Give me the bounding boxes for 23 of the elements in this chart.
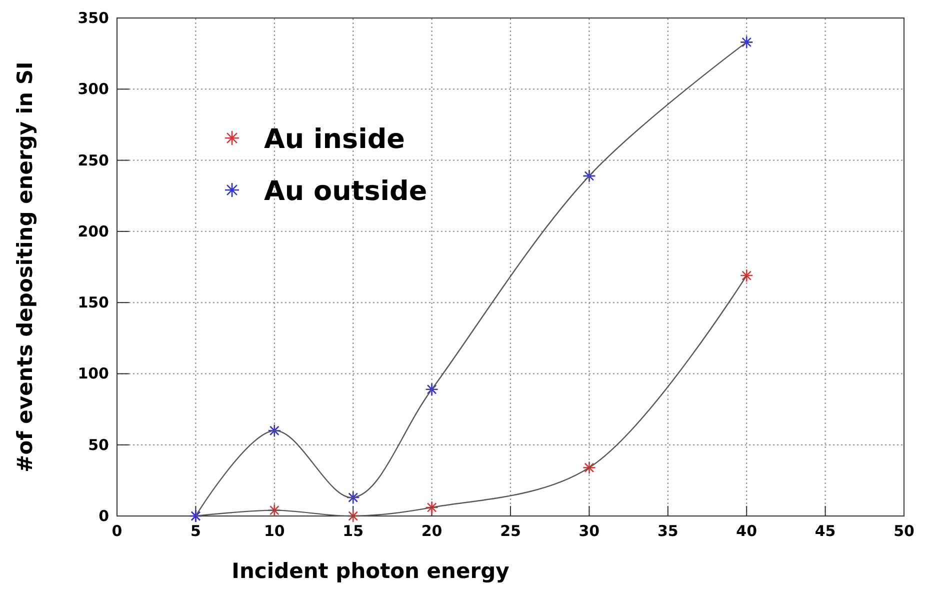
y-tick-label: 150: [78, 294, 109, 312]
x-tick-label: 25: [500, 522, 521, 540]
x-tick-label: 50: [894, 522, 914, 540]
y-tick-label: 100: [78, 364, 109, 383]
y-tick-label: 200: [78, 222, 109, 240]
x-tick-label: 40: [736, 522, 758, 540]
x-tick-label: 10: [264, 522, 285, 540]
x-tick-label: 35: [657, 522, 678, 540]
x-tick-label: 5: [190, 522, 201, 540]
x-tick-label: 15: [342, 522, 364, 540]
x-axis-title: Incident photon energy: [232, 559, 510, 583]
legend-label: Au outside: [264, 176, 428, 207]
y-tick-label: 50: [88, 436, 109, 454]
y-tick-label: 300: [78, 80, 109, 98]
y-axis-title: #of events depositing energy in SI: [13, 62, 37, 472]
x-tick-label: 0: [112, 522, 122, 540]
legend-label: Au inside: [264, 124, 405, 155]
x-tick-label: 20: [421, 522, 442, 540]
x-tick-label: 45: [814, 522, 836, 540]
y-tick-label: 350: [78, 9, 109, 27]
y-tick-label: 250: [78, 151, 109, 170]
x-tick-label: 30: [578, 522, 600, 540]
y-tick-label: 0: [98, 507, 109, 525]
